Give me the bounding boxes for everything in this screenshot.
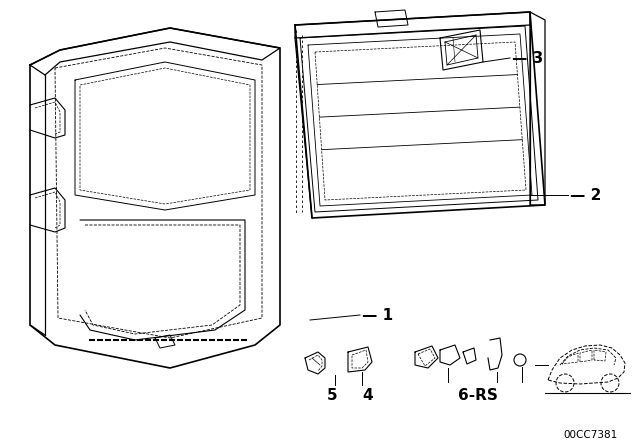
Text: — 1: — 1 — [362, 307, 393, 323]
Text: 00CC7381: 00CC7381 — [563, 430, 617, 440]
Text: 5: 5 — [326, 388, 337, 402]
Text: — 3: — 3 — [512, 51, 543, 65]
Text: — 2: — 2 — [570, 188, 602, 202]
Text: 6-RS: 6-RS — [458, 388, 498, 402]
Text: 4: 4 — [363, 388, 373, 402]
